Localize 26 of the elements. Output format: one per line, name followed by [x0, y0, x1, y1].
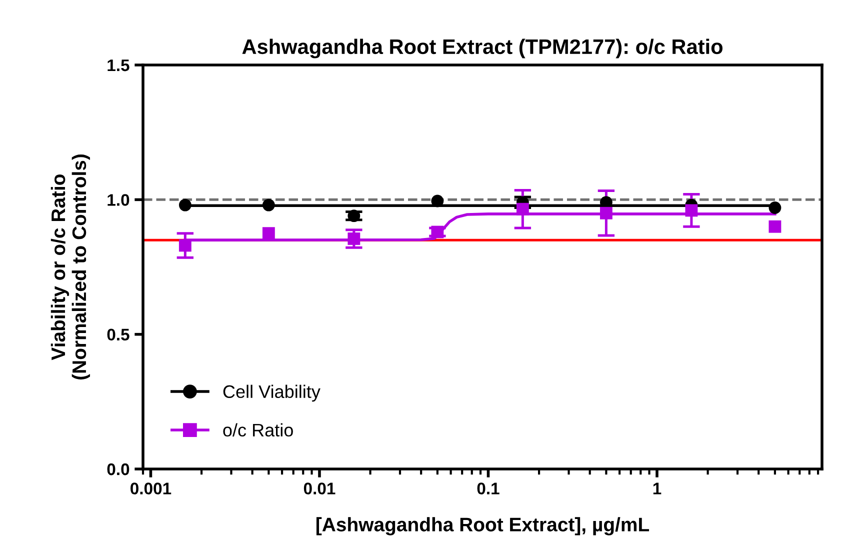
- point: [516, 202, 529, 216]
- y-tick-label: 1.0: [108, 194, 130, 206]
- point: [600, 206, 612, 220]
- x-tick-label: 0.001: [130, 482, 172, 494]
- point: [431, 226, 444, 238]
- point: [178, 198, 192, 212]
- point: [348, 210, 360, 222]
- point: [262, 227, 275, 240]
- x-axis-title: [Ashwagandha Root Extract], µg/mL: [316, 517, 650, 536]
- legend-label: o/c Ratio: [223, 423, 293, 437]
- y-tick-label: 1.5: [108, 60, 130, 72]
- y-tick-label: 0.0: [107, 463, 130, 476]
- point: [431, 194, 444, 208]
- point: [685, 204, 698, 217]
- point: [348, 232, 360, 245]
- x-tick-label: 0.01: [304, 482, 336, 494]
- point: [768, 202, 782, 214]
- y-tick-label: 0.5: [107, 328, 130, 341]
- point: [768, 220, 782, 233]
- legend-label: Cell Viability: [223, 384, 320, 402]
- x-tick-label: 1: [653, 482, 662, 494]
- point: [262, 198, 275, 212]
- chart-title: Ashwagandha Root Extract (TPM2177): o/c Ratio: [242, 38, 722, 58]
- y-axis-title: Viability or o/c Ratio (Normalized to Controls): [50, 154, 90, 380]
- point: [178, 239, 192, 252]
- x-tick-label: 0.1: [477, 482, 500, 494]
